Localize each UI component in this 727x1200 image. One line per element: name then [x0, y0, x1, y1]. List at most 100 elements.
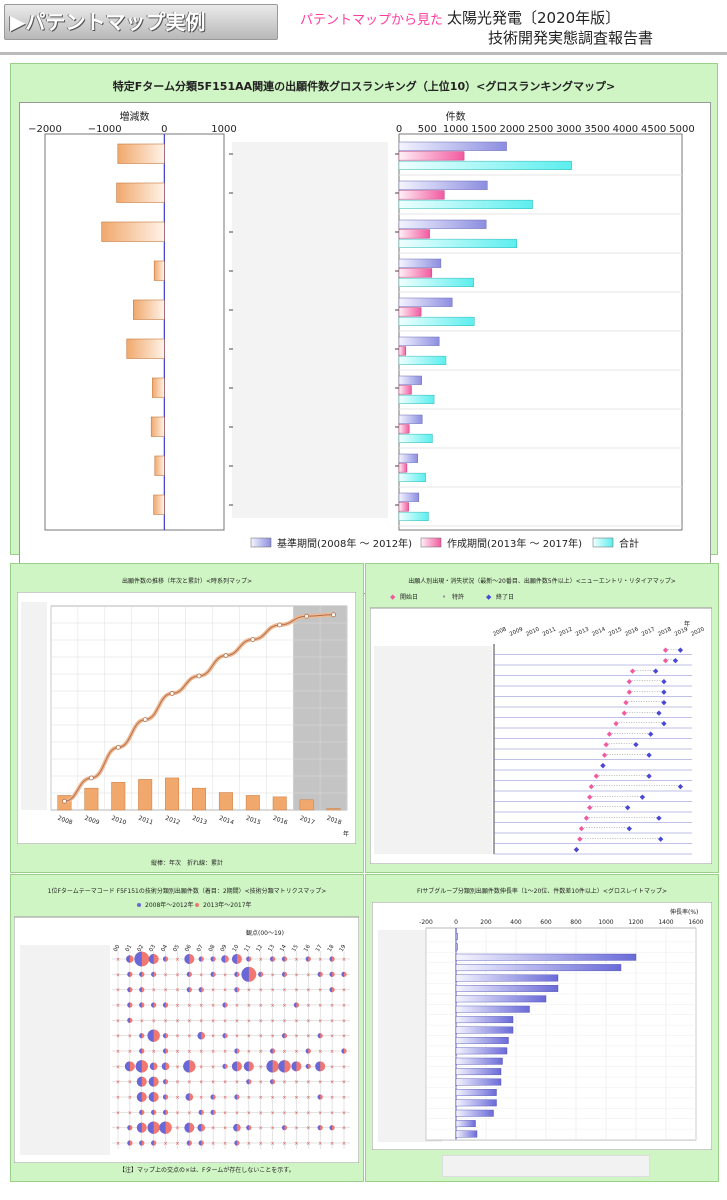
rate-bar [455, 1068, 502, 1076]
entry-legend-label-0: 開始日 [400, 593, 418, 601]
matrix-bubble-2008 [162, 1094, 166, 1100]
matrix-empty-mark: × [152, 1049, 156, 1055]
matrix-bubble-2008 [127, 987, 130, 993]
matrix-bubble-2008 [210, 956, 214, 962]
matrix-col-label: 09 [220, 944, 229, 953]
matrix-bubble-2008 [151, 1109, 154, 1115]
matrix-bubble-2008 [317, 971, 321, 977]
matrix-legend-swatch-1 [195, 903, 199, 907]
matrix-empty-mark: × [223, 1049, 227, 1055]
entry-end-marker: ◆ [574, 845, 580, 853]
entry-start-marker: ◆ [574, 845, 580, 853]
matrix-empty-mark: × [128, 1049, 132, 1055]
entry-start-marker: ◆ [587, 803, 593, 811]
entry-x-tick-label: 2011 [542, 626, 557, 637]
matrix-empty-mark: × [294, 1034, 298, 1040]
change-bar [153, 494, 165, 515]
entry-x-tick-label: 2012 [558, 626, 573, 637]
matrix-empty-mark: × [211, 1080, 215, 1086]
ts-cumulative-point [115, 744, 121, 750]
matrix-empty-mark: × [211, 988, 215, 994]
matrix-col-label: 06 [184, 944, 193, 953]
matrix-empty-mark: × [259, 1049, 263, 1055]
series-bar-0 [398, 453, 418, 463]
matrix-empty-mark: × [282, 1110, 286, 1116]
matrix-col-label: 10 [232, 944, 241, 953]
right-tick-label: 5000 [669, 124, 694, 135]
matrix-bubble-2008 [148, 1076, 154, 1087]
matrix-bubble-2008 [162, 956, 166, 962]
legend-label-1: 作成期間(2013年 ～ 2017年) [447, 537, 582, 550]
matrix-empty-mark: × [282, 988, 286, 994]
matrix-bubble-2008 [329, 1125, 333, 1131]
matrix-bubble-2008 [291, 1061, 297, 1072]
matrix-empty-mark: × [163, 1141, 167, 1147]
entry-start-marker: ◆ [602, 751, 608, 759]
right-tick-label: 3500 [584, 124, 609, 135]
matrix-bubble-2008 [210, 1109, 214, 1115]
series-bar-2 [398, 394, 435, 404]
series-bar-1 [398, 385, 412, 395]
matrix-col-label: 11 [244, 944, 253, 953]
matrix-empty-mark: × [199, 1080, 203, 1086]
matrix-bubble-2008 [147, 1121, 154, 1134]
ts-year-bar [84, 787, 99, 811]
matrix-bubble-2008 [151, 1002, 154, 1008]
entry-x-tick-label: 2013 [575, 626, 591, 638]
matrix-bubble-2008 [315, 1061, 321, 1072]
entry-start-marker: ◆ [622, 709, 628, 717]
matrix-empty-mark: × [140, 1018, 144, 1024]
entry-start-marker: ◆ [663, 656, 669, 664]
series-bar-0 [398, 258, 442, 268]
matrix-empty-mark: × [247, 1141, 251, 1147]
series-bar-2 [398, 355, 447, 365]
rate-bar [455, 1078, 502, 1086]
matrix-empty-mark: × [330, 1141, 334, 1147]
matrix-empty-mark: × [116, 1110, 120, 1116]
matrix-bubble-2008 [222, 1002, 226, 1008]
matrix-bubble-2008 [139, 987, 142, 993]
matrix-empty-mark: × [330, 1049, 334, 1055]
ts-year-bar [245, 795, 260, 811]
matrix-empty-mark: × [175, 1141, 179, 1147]
matrix-empty-mark: × [271, 1126, 275, 1132]
matrix-bubble-2008 [221, 955, 226, 963]
rate-bar [455, 943, 458, 951]
matrix-bubble-2008 [266, 1060, 273, 1073]
rate-axis-label: 伸長率(%) [670, 908, 698, 916]
matrix-col-label: 08 [208, 944, 217, 953]
series-bar-0 [398, 180, 488, 190]
matrix-empty-mark: × [187, 1034, 191, 1040]
matrix-col-label: 15 [291, 944, 300, 953]
matrix-bubble-2008 [127, 1140, 130, 1146]
ts-x-tick-label: 2008 [57, 815, 74, 827]
matrix-empty-mark: × [235, 1110, 239, 1116]
matrix-empty-mark: × [211, 1049, 215, 1055]
matrix-empty-mark: × [235, 1034, 239, 1040]
series-bar-0 [398, 375, 422, 385]
matrix-empty-mark: × [175, 972, 179, 978]
ts-x-tick-label: 2011 [137, 815, 154, 827]
matrix-axis-label: 観点(00～19) [246, 929, 284, 937]
timeseries-chart: 2008 2009 2010 2011 2012 2013 2014 2015 2016 2017… [17, 592, 356, 844]
right-tick-label: 1500 [471, 124, 496, 135]
matrix-empty-mark: × [306, 972, 310, 978]
matrix-bubble-2008 [278, 1060, 285, 1073]
matrix-empty-mark: × [342, 1080, 346, 1086]
matrix-empty-mark: × [223, 1141, 227, 1147]
matrix-empty-mark: × [211, 1034, 215, 1040]
matrix-col-label: 00 [113, 944, 122, 953]
matrix-empty-mark: × [294, 972, 298, 978]
matrix-col-label: 13 [267, 944, 276, 953]
matrix-bubble-2008 [139, 1002, 142, 1008]
matrix-empty-mark: × [330, 1034, 334, 1040]
entry-legend-marker-2: ◆ [486, 593, 492, 601]
rate-x-tick-label: 0 [454, 919, 458, 926]
ts-x-tick-label: 2015 [245, 815, 262, 827]
matrix-empty-mark: × [342, 957, 346, 963]
matrix-empty-mark: × [259, 1080, 263, 1086]
matrix-empty-mark: × [116, 1003, 120, 1009]
matrix-bubble-2008 [246, 956, 249, 962]
right-tick-label: 3000 [556, 124, 581, 135]
matrix-empty-mark: × [271, 1095, 275, 1101]
